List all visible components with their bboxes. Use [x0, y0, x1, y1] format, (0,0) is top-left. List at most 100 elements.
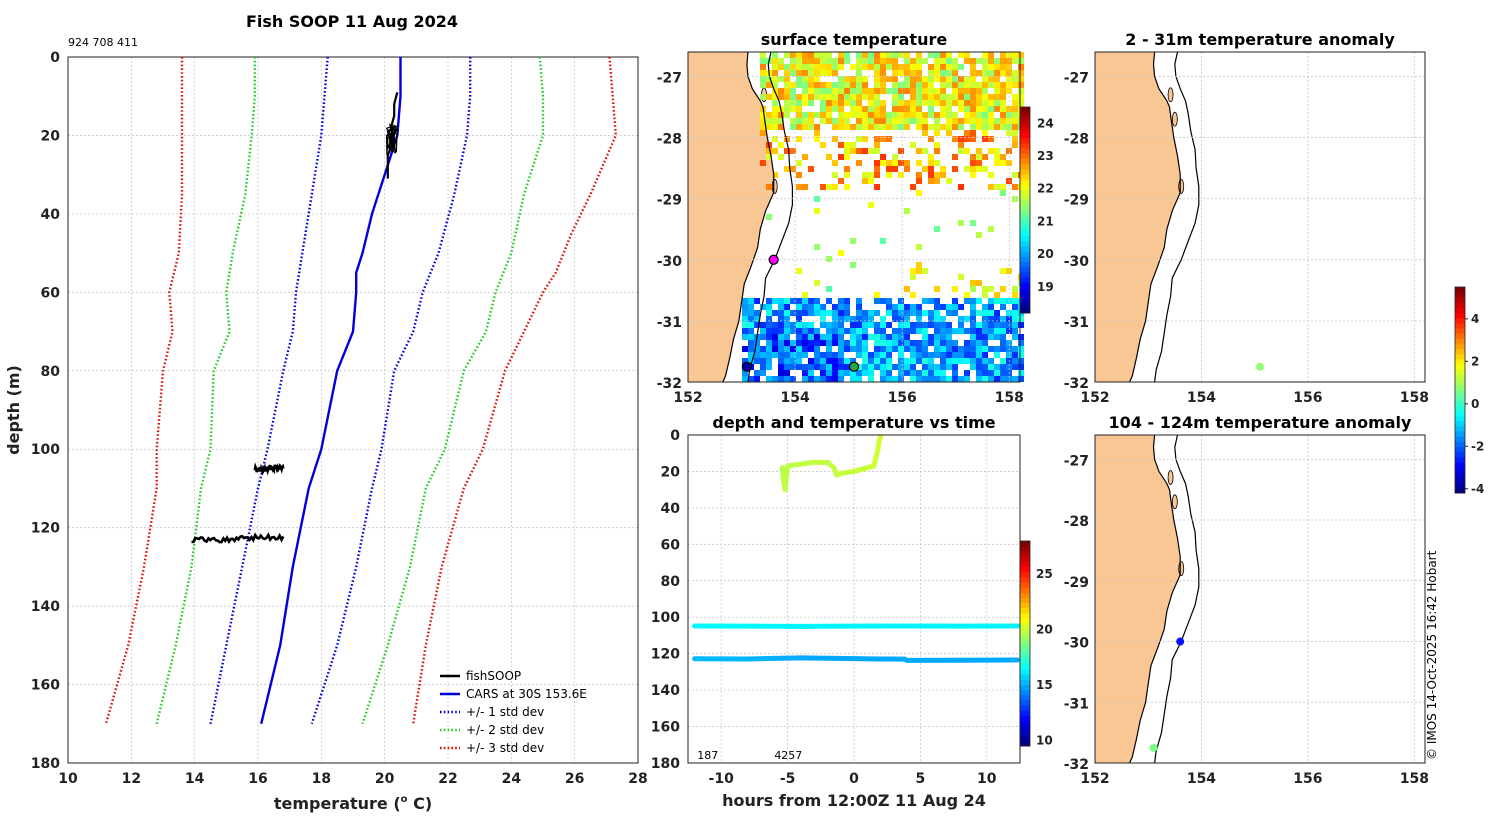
sst-pixel — [994, 352, 1000, 358]
sst-pixel — [868, 100, 874, 106]
sst-pixel — [802, 76, 808, 82]
sst-pixel — [808, 328, 814, 334]
y-tick-label: -29 — [1064, 193, 1089, 209]
sst-pixel — [898, 334, 904, 340]
sst-pixel — [970, 334, 976, 340]
sst-pixel — [802, 298, 808, 304]
sst-pixel — [796, 82, 802, 88]
sst-pixel — [874, 298, 880, 304]
sst-pixel — [748, 358, 754, 364]
sst-pixel — [832, 82, 838, 88]
sst-pixel — [994, 370, 1000, 376]
sst-pixel — [760, 58, 766, 64]
series--3-std — [412, 56, 618, 724]
sst-pixel — [988, 316, 994, 322]
sst-pixel — [904, 370, 910, 376]
sst-pixel — [826, 370, 832, 376]
sst-pixel — [940, 370, 946, 376]
sst-pixel — [982, 52, 988, 58]
sst-pixel — [970, 310, 976, 316]
sst-pixel — [868, 124, 874, 130]
sst-pixel — [868, 316, 874, 322]
colorbar-segment — [1020, 694, 1030, 701]
sst-pixel — [988, 136, 994, 142]
sst-pixel — [850, 316, 856, 322]
sst-pixel — [1006, 376, 1012, 382]
sst-pixel — [1000, 340, 1006, 346]
sst-pixel — [1006, 316, 1012, 322]
sst-pixel — [808, 346, 814, 352]
sst-pixel — [856, 370, 862, 376]
x-tick-label: 26 — [565, 771, 584, 787]
sst-pixel — [766, 310, 772, 316]
sst-pixel — [754, 376, 760, 382]
sst-pixel — [958, 64, 964, 70]
sst-pixel — [826, 70, 832, 76]
sst-pixel — [778, 298, 784, 304]
sst-pixel — [766, 322, 772, 328]
sst-pixel — [892, 160, 898, 166]
sst-pixel — [880, 88, 886, 94]
sst-pixel — [838, 58, 844, 64]
sst-pixel — [904, 304, 910, 310]
sst-pixel — [790, 322, 796, 328]
sst-pixel — [952, 154, 958, 160]
sst-pixel — [952, 76, 958, 82]
sst-pixel — [994, 124, 1000, 130]
sst-pixel — [802, 82, 808, 88]
sst-pixel — [832, 94, 838, 100]
sst-pixel — [820, 58, 826, 64]
sst-pixel — [874, 364, 880, 370]
y-tick-label: 0 — [670, 428, 680, 444]
sst-pixel — [934, 178, 940, 184]
sst-pixel — [808, 166, 814, 172]
sst-pixel — [1006, 76, 1012, 82]
sst-pixel — [910, 106, 916, 112]
sst-pixel — [940, 94, 946, 100]
sst-pixel — [922, 130, 928, 136]
sst-pixel — [976, 148, 982, 154]
sst-pixel — [1000, 58, 1006, 64]
sst-pixel — [946, 52, 952, 58]
y-tick-label: -31 — [1064, 696, 1089, 712]
sst-pixel — [880, 160, 886, 166]
sst-pixel — [928, 136, 934, 142]
sst-pixel — [820, 352, 826, 358]
sst-pixel — [814, 352, 820, 358]
sst-pixel — [820, 70, 826, 76]
sst-pixel — [964, 82, 970, 88]
legend-label: fishSOOP — [466, 669, 521, 683]
sst-pixel — [796, 304, 802, 310]
sst-pixel — [964, 166, 970, 172]
sst-pixel — [826, 118, 832, 124]
sst-pixel — [856, 322, 862, 328]
sst-pixel — [904, 118, 910, 124]
island — [1178, 179, 1185, 194]
y-tick-label: 100 — [31, 442, 60, 458]
sst-pixel — [772, 82, 778, 88]
sst-pixel — [1012, 304, 1018, 310]
sst-pixel — [838, 370, 844, 376]
sst-pixel — [826, 106, 832, 112]
sst-pixel — [880, 106, 886, 112]
sst-pixel — [1000, 160, 1006, 166]
sst-pixel — [952, 376, 958, 382]
sst-pixel — [1018, 376, 1024, 382]
sst-pixel — [862, 58, 868, 64]
colorbar-segment — [1020, 730, 1030, 737]
sst-pixel — [976, 298, 982, 304]
sst-pixel — [880, 100, 886, 106]
sst-pixel — [820, 142, 826, 148]
sst-pixel — [784, 352, 790, 358]
colorbar-segment — [1020, 551, 1030, 557]
sst-pixel — [916, 160, 922, 166]
sst-pixel — [976, 322, 982, 328]
sst-pixel — [826, 154, 832, 160]
sst-pixel — [910, 82, 916, 88]
sst-pixel — [868, 148, 874, 154]
sst-pixel — [742, 304, 748, 310]
sst-pixel — [940, 112, 946, 118]
sst-pixel — [976, 334, 982, 340]
sst-pixel — [916, 178, 922, 184]
sst-pixel — [838, 178, 844, 184]
